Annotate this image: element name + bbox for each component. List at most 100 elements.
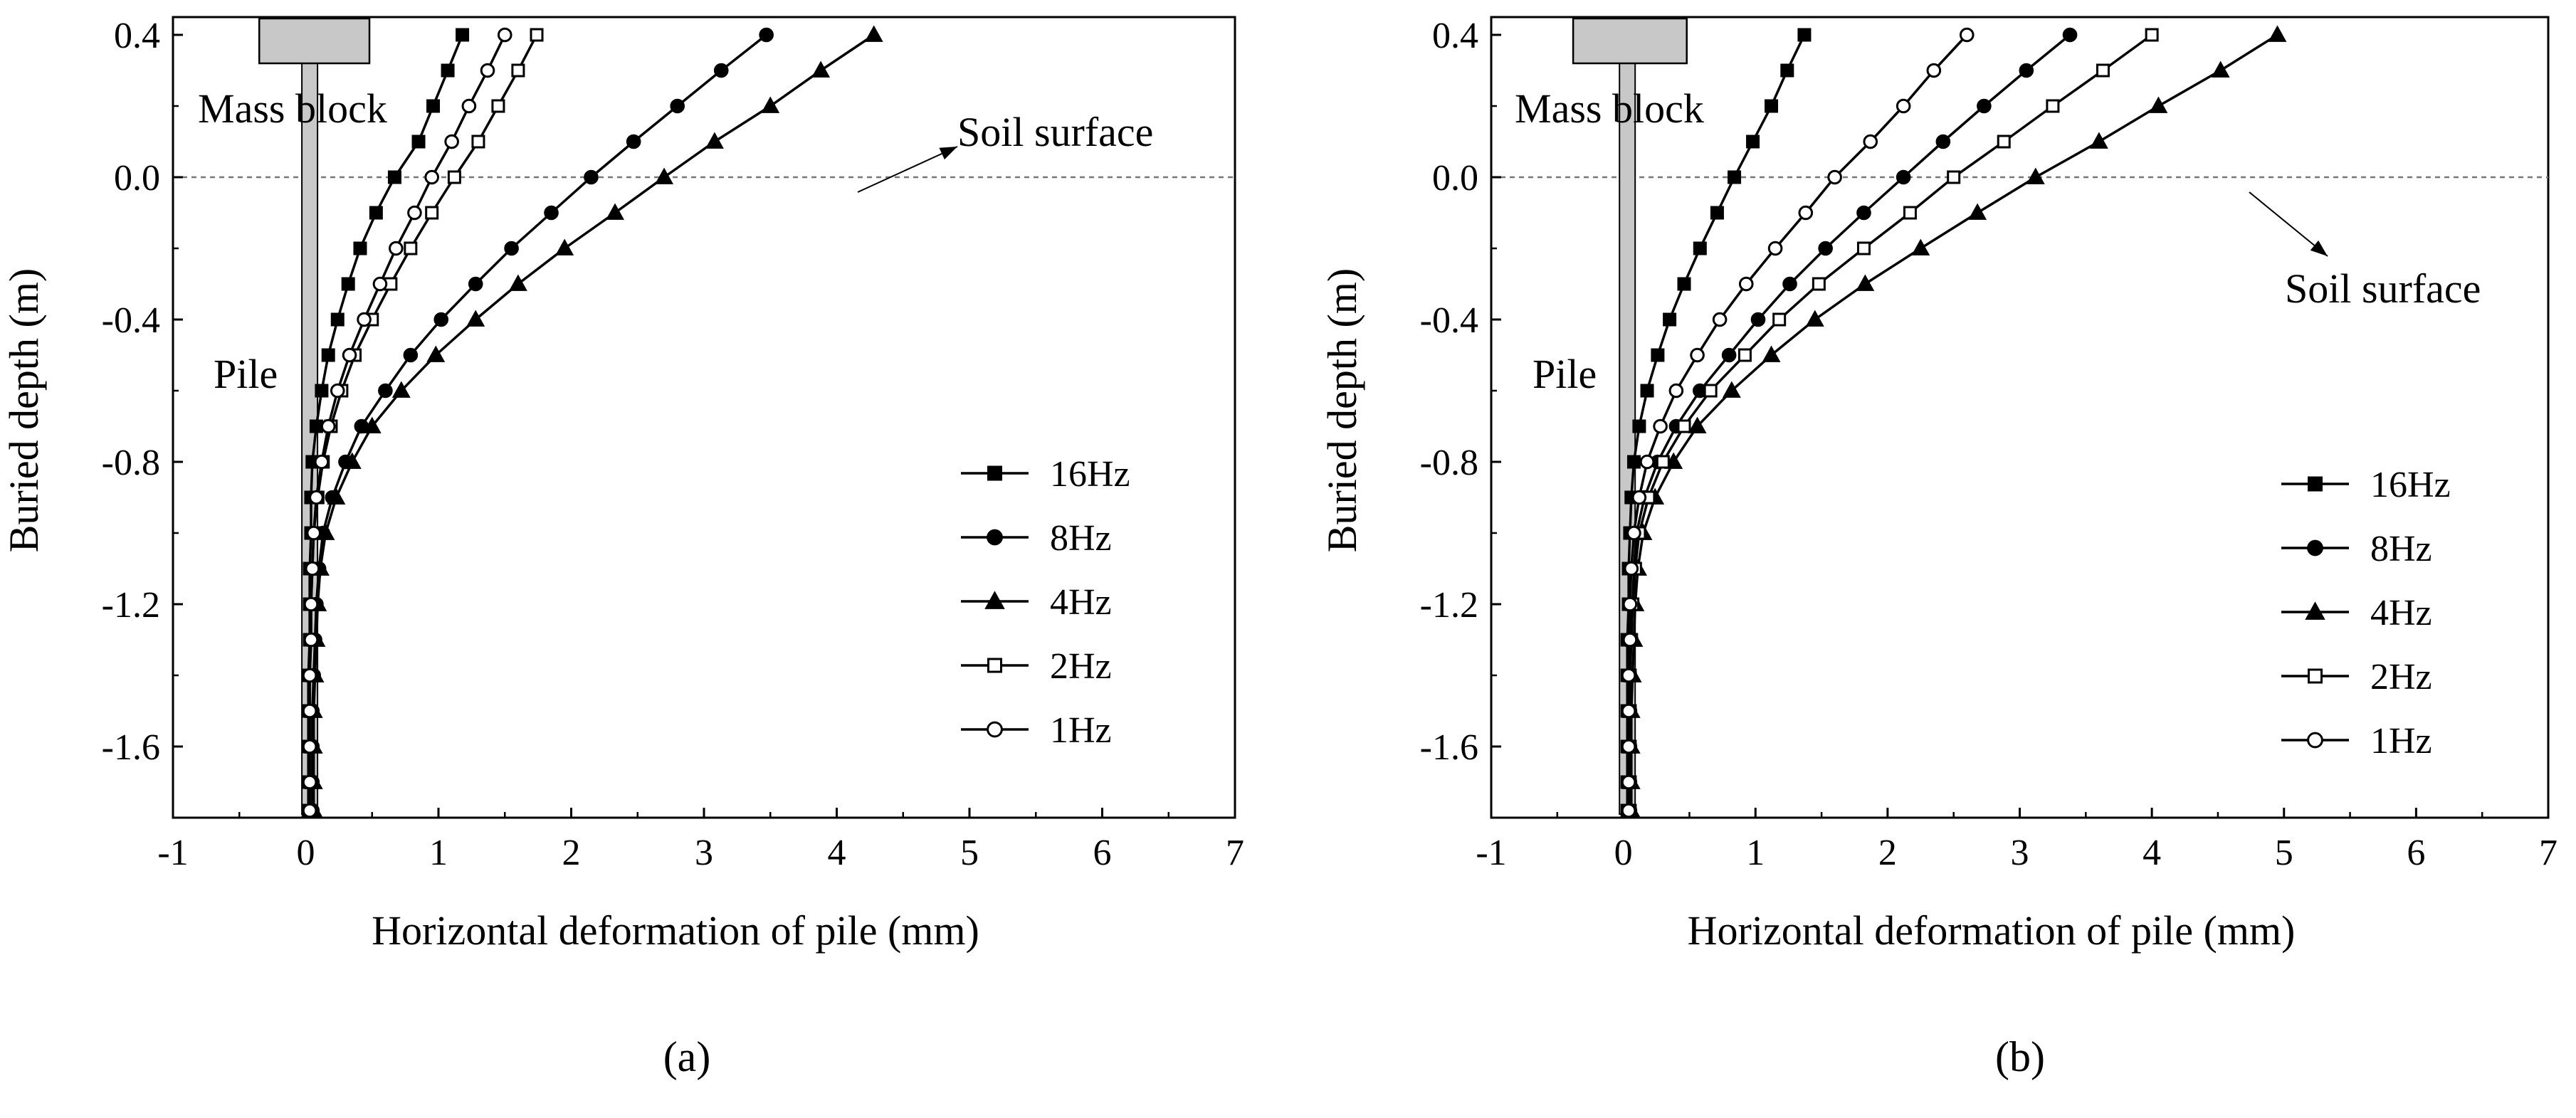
x-axis-label: Horizontal deformation of pile (mm) — [1688, 907, 2296, 954]
data-point — [2096, 63, 2110, 78]
data-point — [330, 383, 345, 399]
data-point — [1626, 525, 1641, 541]
data-point — [424, 169, 439, 185]
legend: 16Hz 8Hz 4Hz 2Hz 1Hz — [961, 454, 1130, 751]
data-point — [1624, 561, 1639, 576]
data-point — [1688, 416, 1707, 433]
series-line — [1626, 34, 1806, 811]
data-point — [2046, 99, 2060, 113]
arrow-head — [2310, 240, 2328, 256]
x-axis: -1 0 1 2 3 4 5 6 7 — [1476, 808, 2557, 873]
data-point — [411, 135, 426, 149]
data-point — [309, 419, 323, 433]
data-point — [626, 134, 641, 149]
data-point — [309, 490, 324, 505]
data-point — [1626, 455, 1641, 469]
data-point — [2211, 60, 2230, 78]
data-point — [315, 384, 329, 398]
data-point — [407, 205, 422, 221]
data-point — [1693, 241, 1707, 255]
data-point — [1651, 348, 1665, 362]
y-tick-label: -1.2 — [1420, 585, 1478, 626]
data-point — [508, 274, 527, 291]
series-line — [312, 33, 875, 811]
legend-marker — [987, 658, 1002, 673]
panel-a: -1 0 1 2 3 4 5 6 7 0.4 0.0 -0.4 -0.8 -1.2 -1.6 Horizont… — [1, 16, 1244, 1080]
series-line — [1630, 33, 2278, 811]
data-point — [1968, 203, 1987, 220]
data-point — [1677, 419, 1691, 433]
data-point — [466, 310, 485, 327]
data-point — [655, 167, 673, 184]
x-tick-label: 4 — [828, 833, 846, 873]
data-point — [2019, 63, 2034, 78]
data-point — [2149, 96, 2168, 113]
legend-entry: 8Hz — [2281, 529, 2432, 569]
data-point — [759, 27, 774, 43]
data-point — [1926, 63, 1942, 78]
data-point — [302, 803, 317, 818]
data-point — [447, 170, 461, 184]
y-axis-label: Buried depth (m) — [1319, 268, 1365, 552]
mass-block — [258, 17, 371, 65]
x-tick-label: 7 — [1226, 833, 1244, 873]
caption: (a) — [663, 1033, 711, 1080]
legend-label: 8Hz — [2370, 529, 2432, 569]
data-point — [314, 454, 330, 470]
arrow-head — [939, 147, 957, 160]
legend-entry: 4Hz — [961, 582, 1112, 623]
data-point — [1977, 98, 1992, 114]
data-point — [864, 25, 883, 42]
x-tick-label: 2 — [1878, 833, 1897, 873]
data-point — [471, 135, 485, 149]
x-tick-label: 6 — [1093, 833, 1112, 873]
data-point — [1863, 134, 1878, 149]
legend-label: 8Hz — [1050, 518, 1112, 559]
data-point — [1896, 169, 1911, 185]
data-point — [1728, 170, 1742, 184]
data-point — [425, 206, 439, 220]
data-point — [362, 416, 382, 433]
legend-label: 2Hz — [1050, 646, 1112, 687]
data-point — [1818, 241, 1833, 256]
data-point — [1690, 347, 1705, 363]
data-point — [321, 348, 335, 362]
data-point — [1677, 277, 1691, 291]
x-tick-label: 0 — [297, 833, 315, 873]
data-point — [1663, 312, 1677, 327]
y-tick-label: -0.4 — [102, 300, 160, 341]
data-point — [1621, 803, 1636, 818]
data-point — [1668, 383, 1684, 399]
legend-marker — [2308, 668, 2323, 684]
y-axis-label: Buried depth (m) — [1, 268, 47, 552]
data-point — [369, 206, 383, 220]
x-tick-label: 1 — [1746, 833, 1765, 873]
y-tick-label: -1.2 — [102, 585, 160, 626]
data-point — [303, 632, 319, 648]
data-point — [1856, 241, 1871, 255]
data-point — [341, 277, 355, 291]
panel-b: -1 0 1 2 3 4 5 6 7 0.4 0.0 -0.4 -0.8 -1.2 -1.6 Horizont… — [1319, 16, 2557, 1080]
y-tick-label: -0.8 — [1420, 443, 1478, 483]
data-point — [1959, 27, 1975, 43]
data-point — [2268, 25, 2287, 42]
data-point — [606, 203, 624, 220]
data-point — [713, 63, 729, 78]
data-point — [504, 241, 519, 256]
data-point — [1738, 276, 1754, 292]
data-point — [1935, 134, 1951, 149]
data-point — [342, 452, 362, 469]
series-1Hz — [302, 27, 512, 818]
x-tick-label: -1 — [157, 833, 188, 873]
legend-marker — [987, 721, 1003, 738]
mass-block-label: Mass block — [198, 85, 387, 132]
data-point — [1772, 312, 1787, 327]
legend-marker — [2307, 539, 2323, 557]
data-point — [302, 668, 317, 683]
y-tick-label: 0.4 — [1432, 16, 1478, 56]
data-point — [342, 347, 357, 363]
series-line — [308, 34, 506, 811]
legend-label: 16Hz — [1050, 454, 1130, 495]
legend-label: 2Hz — [2370, 657, 2432, 697]
data-point — [1765, 99, 1779, 113]
